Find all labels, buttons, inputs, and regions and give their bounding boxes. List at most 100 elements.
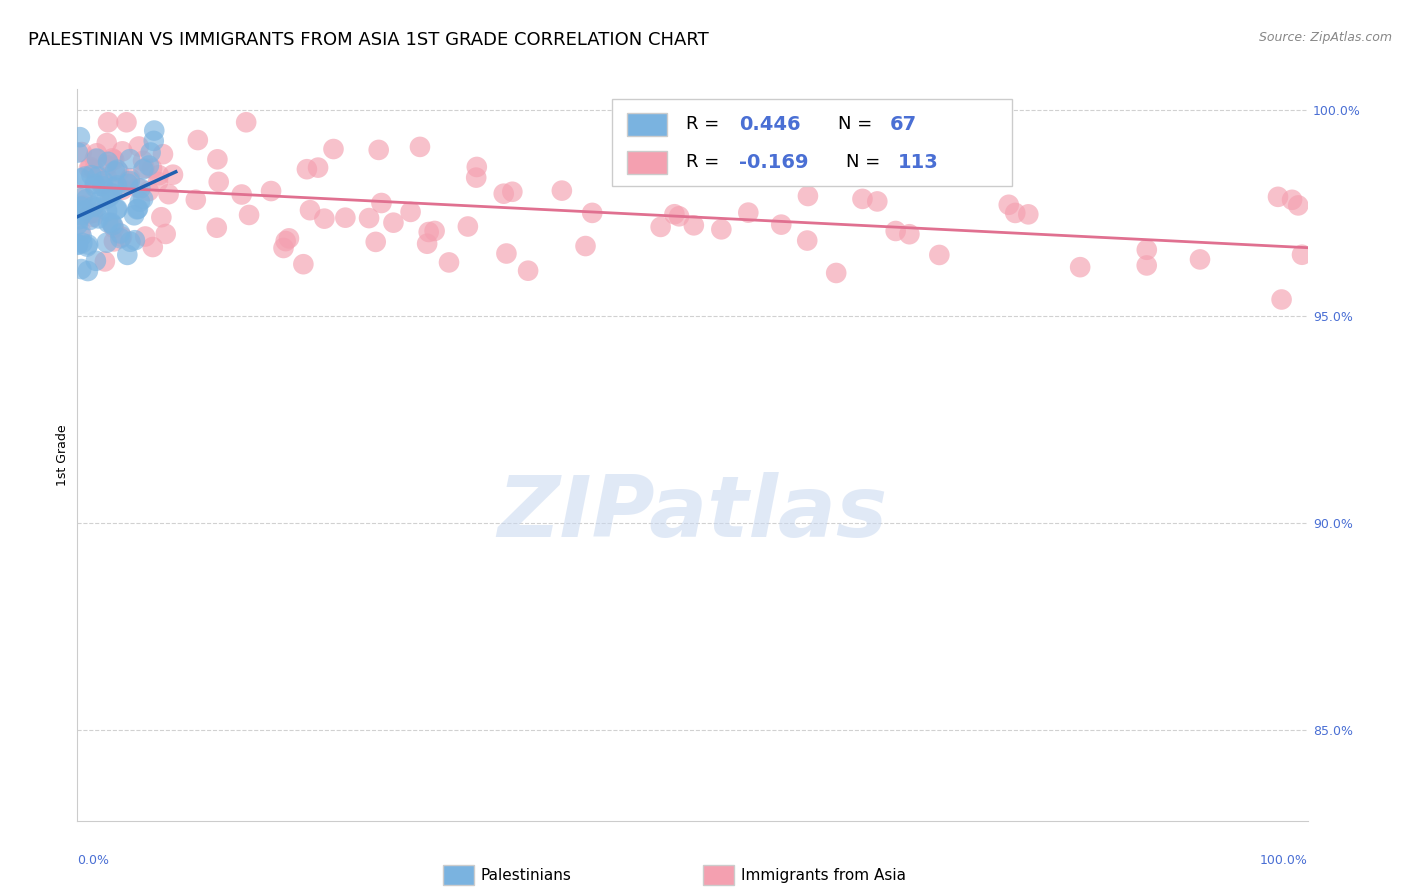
Point bbox=[307, 161, 329, 175]
Point bbox=[139, 145, 162, 160]
Point bbox=[96, 170, 118, 185]
Point bbox=[134, 161, 156, 176]
Point bbox=[501, 185, 523, 199]
Point bbox=[72, 189, 94, 203]
Point bbox=[664, 207, 686, 221]
Point bbox=[295, 162, 318, 177]
Point bbox=[96, 192, 118, 206]
Point bbox=[207, 153, 229, 167]
Point bbox=[82, 210, 104, 224]
Point bbox=[98, 189, 121, 203]
Point bbox=[574, 239, 596, 253]
Point bbox=[73, 169, 96, 184]
Point bbox=[357, 211, 380, 225]
Point bbox=[87, 211, 110, 226]
Point bbox=[83, 152, 105, 166]
Point bbox=[111, 183, 134, 197]
Point bbox=[142, 134, 165, 148]
Text: 0.446: 0.446 bbox=[740, 115, 801, 134]
Point bbox=[1004, 206, 1026, 220]
Point bbox=[69, 224, 91, 238]
Point bbox=[120, 235, 142, 249]
Point bbox=[77, 161, 100, 176]
Point bbox=[122, 208, 145, 222]
Point bbox=[146, 175, 169, 189]
Point bbox=[208, 175, 231, 189]
Point bbox=[77, 264, 100, 278]
Point bbox=[127, 181, 149, 195]
Point bbox=[77, 237, 100, 252]
Point bbox=[273, 241, 295, 255]
Point bbox=[110, 231, 132, 245]
Point bbox=[128, 139, 150, 153]
Point bbox=[96, 204, 118, 219]
Point bbox=[1069, 260, 1091, 275]
Point bbox=[187, 133, 209, 147]
Point bbox=[117, 175, 139, 189]
Point bbox=[82, 200, 104, 214]
Point bbox=[1281, 193, 1303, 207]
Point bbox=[134, 229, 156, 244]
Point bbox=[367, 143, 389, 157]
Point bbox=[143, 123, 166, 137]
Point bbox=[72, 198, 94, 212]
Point bbox=[797, 189, 820, 203]
Point bbox=[457, 219, 479, 234]
Point bbox=[132, 162, 155, 177]
Point bbox=[72, 235, 94, 250]
Point bbox=[148, 168, 170, 182]
Point bbox=[409, 140, 432, 154]
Point bbox=[127, 202, 149, 216]
Point bbox=[115, 115, 138, 129]
Point bbox=[73, 203, 96, 218]
Point bbox=[96, 136, 118, 150]
Point bbox=[70, 209, 93, 223]
Point bbox=[82, 206, 104, 220]
Point bbox=[96, 235, 118, 250]
Text: Palestinians: Palestinians bbox=[481, 868, 572, 882]
Point bbox=[91, 178, 114, 192]
Text: -0.169: -0.169 bbox=[740, 153, 808, 172]
FancyBboxPatch shape bbox=[613, 99, 1012, 186]
Point bbox=[737, 205, 759, 219]
Point bbox=[866, 194, 889, 209]
Point bbox=[118, 174, 141, 188]
Text: 100.0%: 100.0% bbox=[1260, 854, 1308, 866]
Point bbox=[72, 203, 94, 218]
Point bbox=[551, 184, 574, 198]
Point bbox=[235, 115, 257, 129]
Point bbox=[70, 229, 93, 244]
Point bbox=[138, 159, 160, 173]
Point bbox=[124, 233, 146, 247]
Point bbox=[416, 236, 439, 251]
Point bbox=[107, 165, 129, 179]
Point bbox=[103, 235, 125, 249]
Point bbox=[184, 193, 207, 207]
Point bbox=[97, 216, 120, 230]
Point bbox=[86, 152, 108, 166]
Point bbox=[155, 227, 177, 241]
Point bbox=[97, 154, 120, 169]
Point bbox=[66, 218, 89, 232]
Point bbox=[399, 205, 422, 219]
Point bbox=[796, 234, 818, 248]
Point bbox=[70, 145, 93, 159]
Point bbox=[97, 115, 120, 129]
Point bbox=[66, 237, 89, 252]
Point bbox=[105, 202, 128, 217]
Point bbox=[80, 168, 103, 182]
Point bbox=[825, 266, 848, 280]
Point bbox=[75, 192, 97, 206]
Point bbox=[1267, 190, 1289, 204]
Point bbox=[84, 253, 107, 268]
Point bbox=[103, 180, 125, 194]
Point bbox=[418, 225, 440, 239]
Point bbox=[70, 262, 93, 277]
Point bbox=[138, 184, 160, 198]
Point bbox=[141, 161, 163, 176]
Point bbox=[100, 186, 122, 201]
Point bbox=[152, 147, 174, 161]
Point bbox=[437, 255, 460, 269]
Text: N =: N = bbox=[838, 115, 877, 133]
Point bbox=[87, 169, 110, 184]
